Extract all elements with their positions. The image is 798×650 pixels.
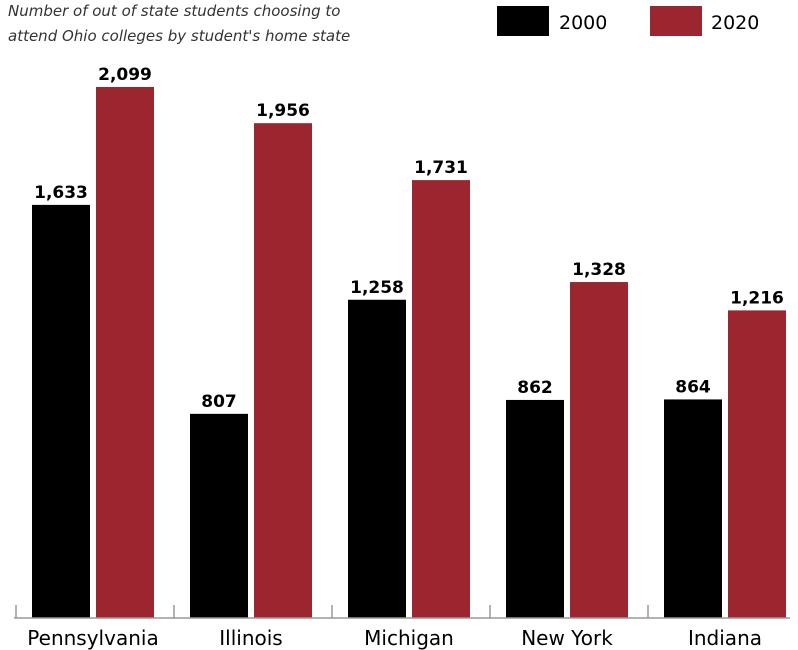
legend: 2000 2020 (497, 6, 759, 36)
category-label-new-york: New York (521, 626, 613, 650)
category-label-illinois: Illinois (219, 626, 282, 650)
bar-pennsylvania-2020 (96, 87, 154, 618)
value-label-illinois-2000: 807 (201, 392, 237, 412)
legend-swatch-2020 (650, 6, 702, 36)
value-label-pennsylvania-2000: 1,633 (34, 183, 88, 203)
value-label-pennsylvania-2020: 2,099 (98, 65, 152, 85)
bar-indiana-2000 (664, 399, 722, 618)
value-label-indiana-2000: 864 (675, 377, 711, 397)
value-label-indiana-2020: 1,216 (730, 288, 784, 308)
bar-michigan-2000 (348, 299, 406, 618)
chart-title-line-1: Number of out of state students choosing… (8, 2, 340, 20)
legend-label-2000: 2000 (559, 12, 607, 34)
legend-swatch-2000 (497, 6, 549, 36)
bar-illinois-2000 (190, 413, 248, 618)
chart-title: Number of out of state students choosing… (8, 2, 350, 45)
bar-new-york-2020 (570, 282, 628, 618)
category-labels-group: Pennsylvania Illinois Michigan New York Indi… (27, 626, 762, 650)
legend-label-2020: 2020 (711, 12, 759, 34)
bar-pennsylvania-2000 (32, 204, 90, 618)
value-label-new-york-2000: 862 (517, 378, 553, 398)
category-label-michigan: Michigan (364, 626, 454, 650)
value-label-michigan-2000: 1,258 (350, 278, 404, 298)
chart-title-line-2: attend Ohio colleges by student's home s… (8, 27, 350, 45)
category-label-pennsylvania: Pennsylvania (27, 626, 158, 650)
category-label-indiana: Indiana (688, 626, 762, 650)
bar-indiana-2020 (728, 310, 786, 618)
x-axis (14, 605, 790, 619)
value-labels-group: 1,633 2,099 807 1,956 1,258 1,731 862 1,328 864 1… (34, 65, 784, 412)
bar-new-york-2000 (506, 399, 564, 618)
value-label-new-york-2020: 1,328 (572, 260, 626, 280)
value-label-michigan-2020: 1,731 (414, 158, 468, 178)
value-label-illinois-2020: 1,956 (256, 101, 310, 121)
bars-group (32, 87, 786, 619)
bar-michigan-2020 (412, 180, 470, 618)
bar-illinois-2020 (254, 123, 312, 619)
